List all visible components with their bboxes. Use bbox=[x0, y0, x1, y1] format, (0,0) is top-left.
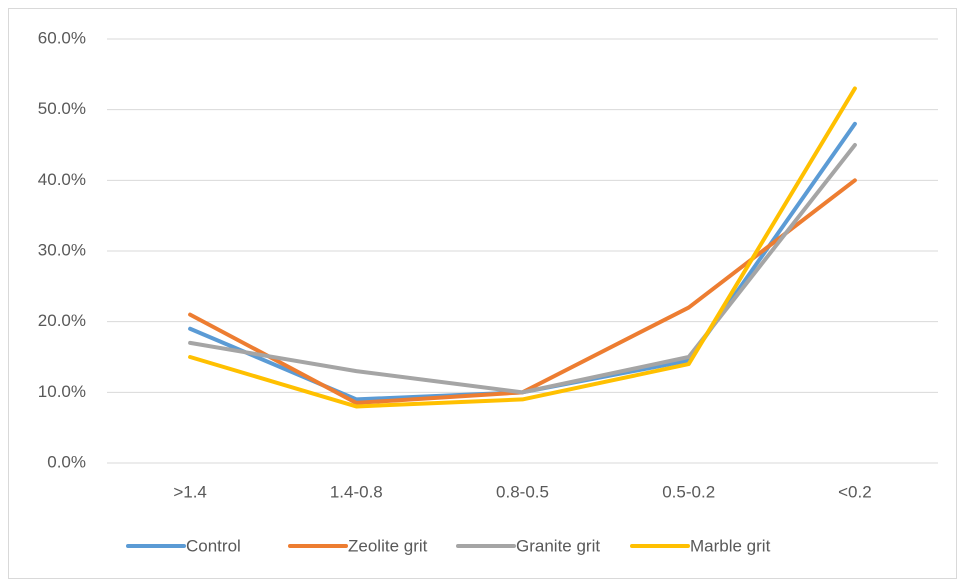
y-tick-label: 10.0% bbox=[38, 382, 86, 401]
chart-border bbox=[8, 8, 957, 579]
y-tick-label: 30.0% bbox=[38, 240, 86, 259]
legend-label: Granite grit bbox=[516, 536, 600, 555]
legend-label: Control bbox=[186, 536, 241, 555]
series-line bbox=[188, 143, 857, 395]
y-tick-label: 40.0% bbox=[38, 170, 86, 189]
x-tick-label: 0.5-0.2 bbox=[662, 482, 715, 501]
y-tick-label: 60.0% bbox=[38, 28, 86, 47]
series-line bbox=[188, 86, 857, 409]
x-tick-label: 1.4-0.8 bbox=[330, 482, 383, 501]
x-tick-label: <0.2 bbox=[838, 482, 872, 501]
y-tick-label: 20.0% bbox=[38, 311, 86, 330]
x-tick-label: >1.4 bbox=[173, 482, 207, 501]
y-tick-label: 0.0% bbox=[47, 452, 86, 471]
legend-label: Marble grit bbox=[690, 536, 771, 555]
y-tick-label: 50.0% bbox=[38, 99, 86, 118]
x-tick-label: 0.8-0.5 bbox=[496, 482, 549, 501]
legend-label: Zeolite grit bbox=[348, 536, 428, 555]
